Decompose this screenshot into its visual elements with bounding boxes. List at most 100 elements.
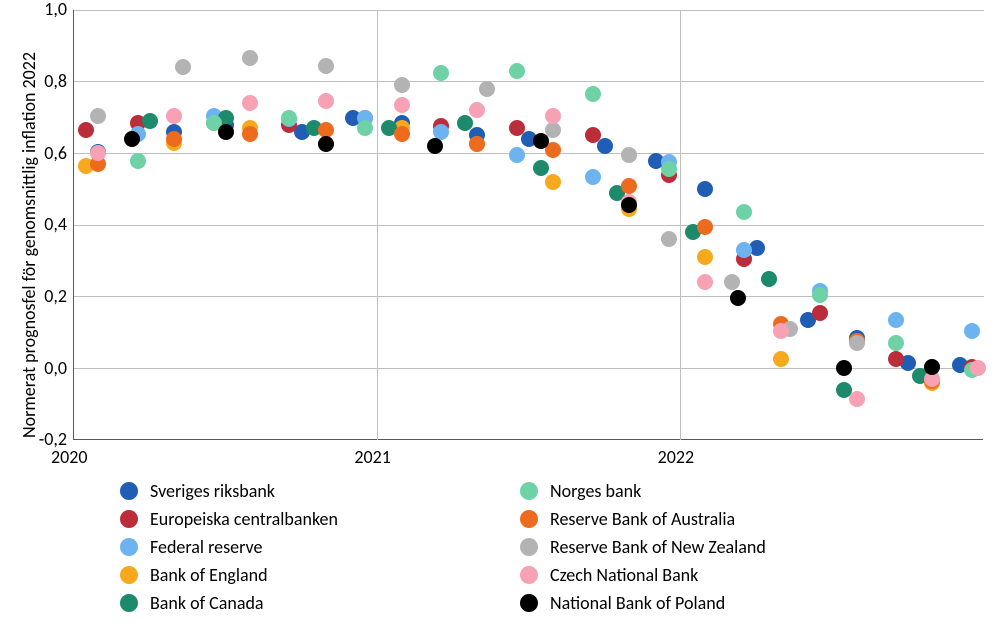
data-point-czech-national-bank — [394, 97, 410, 113]
legend-label: Federal reserve — [150, 536, 262, 558]
legend-marker-icon — [120, 566, 138, 584]
x-gridline — [680, 10, 681, 440]
y-gridline — [74, 296, 984, 297]
y-tick-label: 0,8 — [44, 70, 67, 92]
data-point-bank-of-canada — [457, 115, 473, 131]
x-tick-label: 2022 — [658, 446, 695, 468]
legend-marker-icon — [520, 510, 538, 528]
data-point-bank-of-england — [545, 174, 561, 190]
y-axis-title: Normerat prognosfel för genomsnittlig in… — [18, 52, 40, 438]
data-point-national-bank-of-poland — [621, 197, 637, 213]
chart-canvas: Normerat prognosfel för genomsnittlig in… — [0, 0, 1000, 639]
data-point-reserve-bank-of-australia — [242, 126, 258, 142]
y-tick-label: 0,4 — [44, 213, 67, 235]
y-tick-label: 1,0 — [44, 0, 67, 20]
data-point-federal-reserve — [509, 147, 525, 163]
data-point-czech-national-bank — [773, 323, 789, 339]
y-gridline — [74, 10, 984, 11]
legend-item-czech-national-bank: Czech National Bank — [520, 564, 766, 586]
legend-item-bank-of-canada: Bank of Canada — [120, 592, 520, 614]
data-point-national-bank-of-poland — [124, 131, 140, 147]
data-point-norges-bank — [585, 86, 601, 102]
data-point-national-bank-of-poland — [730, 290, 746, 306]
data-point-czech-national-bank — [90, 145, 106, 161]
data-point-reserve-bank-of-new-zealand — [318, 58, 334, 74]
data-point-norges-bank — [357, 120, 373, 136]
data-point-norges-bank — [130, 153, 146, 169]
data-point-national-bank-of-poland — [427, 138, 443, 154]
data-point-federal-reserve — [964, 323, 980, 339]
data-point-reserve-bank-of-new-zealand — [849, 335, 865, 351]
legend-item-sveriges-riksbank: Sveriges riksbank — [120, 480, 520, 502]
legend-item-reserve-bank-of-australia: Reserve Bank of Australia — [520, 508, 766, 530]
data-point-czech-national-bank — [469, 102, 485, 118]
data-point-europeiska-centralbanken — [78, 122, 94, 138]
x-gridline — [377, 10, 378, 440]
data-point-norges-bank — [433, 65, 449, 81]
data-point-europeiska-centralbanken — [812, 305, 828, 321]
legend-marker-icon — [520, 538, 538, 556]
data-point-reserve-bank-of-australia — [469, 136, 485, 152]
data-point-bank-of-england — [773, 351, 789, 367]
legend-item-reserve-bank-of-new-zealand: Reserve Bank of New Zealand — [520, 536, 766, 558]
data-point-reserve-bank-of-new-zealand — [661, 231, 677, 247]
data-point-reserve-bank-of-new-zealand — [242, 50, 258, 66]
data-point-reserve-bank-of-new-zealand — [175, 59, 191, 75]
data-point-reserve-bank-of-australia — [697, 219, 713, 235]
data-point-czech-national-bank — [318, 93, 334, 109]
data-point-federal-reserve — [888, 312, 904, 328]
data-point-bank-of-canada — [142, 113, 158, 129]
data-point-norges-bank — [888, 335, 904, 351]
data-point-reserve-bank-of-new-zealand — [479, 81, 495, 97]
data-point-national-bank-of-poland — [924, 359, 940, 375]
legend-marker-icon — [120, 538, 138, 556]
data-point-national-bank-of-poland — [218, 124, 234, 140]
x-tick-label: 2021 — [354, 446, 391, 468]
y-tick-label: 0,2 — [44, 285, 67, 307]
legend-label: Czech National Bank — [550, 564, 698, 586]
legend-label: Reserve Bank of Australia — [550, 508, 735, 530]
legend-marker-icon — [120, 482, 138, 500]
data-point-federal-reserve — [585, 169, 601, 185]
plot-area — [73, 10, 983, 440]
data-point-national-bank-of-poland — [533, 133, 549, 149]
data-point-sveriges-riksbank — [597, 138, 613, 154]
data-point-reserve-bank-of-new-zealand — [724, 274, 740, 290]
y-gridline — [74, 81, 984, 82]
legend-marker-icon — [120, 510, 138, 528]
data-point-europeiska-centralbanken — [585, 127, 601, 143]
data-point-national-bank-of-poland — [836, 360, 852, 376]
data-point-bank-of-england — [697, 249, 713, 265]
legend-item-federal-reserve: Federal reserve — [120, 536, 520, 558]
legend: Sveriges riksbank Europeiska centralbanke… — [120, 480, 766, 620]
legend-label: Europeiska centralbanken — [150, 508, 338, 530]
data-point-reserve-bank-of-australia — [621, 178, 637, 194]
data-point-federal-reserve — [736, 242, 752, 258]
data-point-reserve-bank-of-new-zealand — [621, 147, 637, 163]
data-point-czech-national-bank — [697, 274, 713, 290]
legend-label: Reserve Bank of New Zealand — [550, 536, 766, 558]
y-gridline — [74, 225, 984, 226]
legend-marker-icon — [120, 594, 138, 612]
data-point-reserve-bank-of-new-zealand — [90, 108, 106, 124]
legend-marker-icon — [520, 482, 538, 500]
data-point-reserve-bank-of-australia — [166, 131, 182, 147]
legend-marker-icon — [520, 594, 538, 612]
y-gridline — [74, 153, 984, 154]
data-point-norges-bank — [281, 110, 297, 126]
data-point-europeiska-centralbanken — [888, 351, 904, 367]
data-point-bank-of-canada — [761, 271, 777, 287]
data-point-national-bank-of-poland — [318, 136, 334, 152]
legend-item-europeiska-centralbanken: Europeiska centralbanken — [120, 508, 520, 530]
data-point-norges-bank — [661, 161, 677, 177]
legend-item-bank-of-england: Bank of England — [120, 564, 520, 586]
legend-label: Sveriges riksbank — [150, 480, 275, 502]
data-point-bank-of-canada — [533, 160, 549, 176]
data-point-czech-national-bank — [242, 95, 258, 111]
legend-label: Norges bank — [550, 480, 641, 502]
y-tick-label: 0,0 — [44, 357, 67, 379]
legend-label: Bank of England — [150, 564, 268, 586]
legend-item-national-bank-of-poland: National Bank of Poland — [520, 592, 766, 614]
x-tick-label: 2020 — [51, 446, 88, 468]
legend-label: Bank of Canada — [150, 592, 264, 614]
